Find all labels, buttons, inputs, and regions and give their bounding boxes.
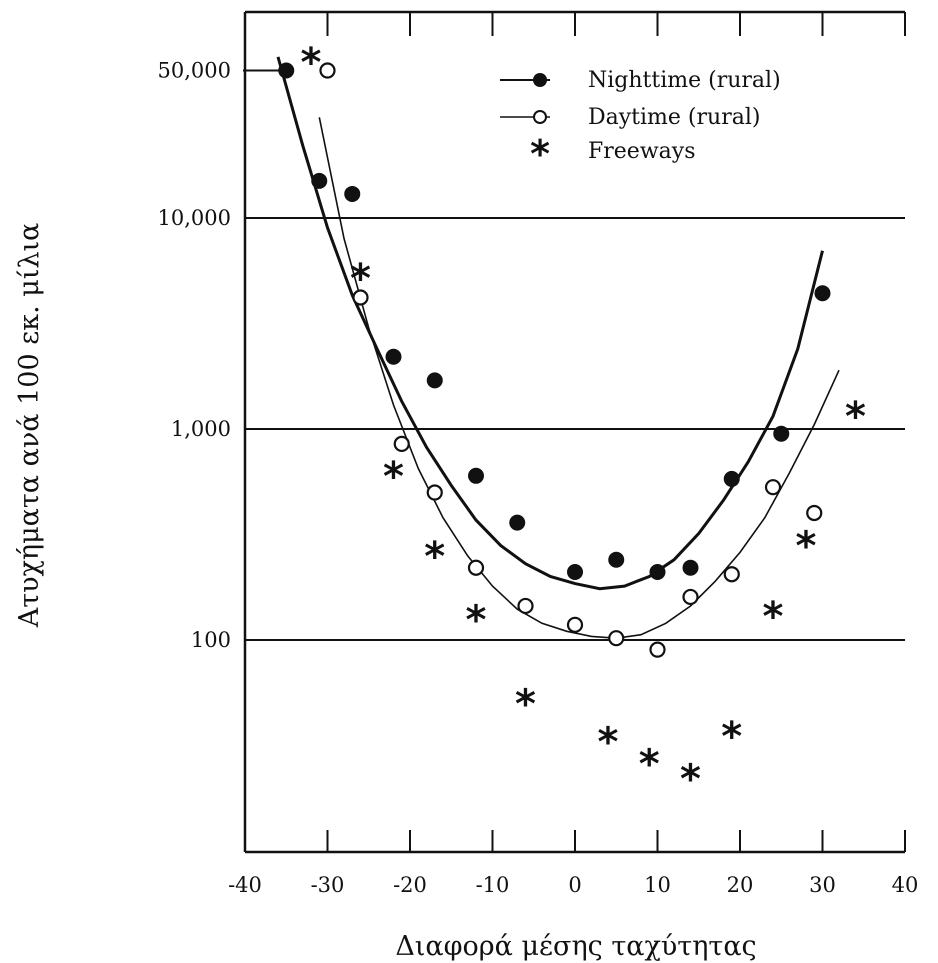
nighttime-point (773, 425, 790, 442)
legend-night-label: Nighttime (rural) (588, 68, 781, 93)
freeway-point: * (639, 741, 660, 787)
freeway-point: * (383, 454, 404, 500)
y-tick-label: 50,000 (158, 59, 231, 83)
nighttime-point (426, 372, 443, 389)
freeway-point: * (350, 256, 371, 302)
data-points: * * * * * * * * * * * * * (278, 40, 866, 803)
daytime-point (566, 616, 584, 633)
y-tick-label: 100 (191, 628, 231, 652)
daytime-point (393, 435, 410, 452)
legend-day-label: Daytime (rural) (588, 105, 760, 130)
daytime-fit-curve (318, 117, 840, 640)
daytime-point (319, 62, 336, 79)
nighttime-point (468, 467, 484, 484)
legend-freeway-marker: * (530, 132, 550, 176)
x-tick-label: 20 (727, 873, 754, 897)
y-tick-label: 10,000 (158, 206, 231, 230)
daytime-point (806, 504, 823, 522)
axis-ticks: 100 1,000 10,000 50,000 -40 -30 -20 -10 0 10 20 30 4… (158, 12, 919, 897)
freeway-point: * (845, 394, 866, 440)
daytime-point (764, 479, 782, 496)
plot-frame (243, 10, 905, 854)
legend-night-marker (533, 73, 547, 87)
nighttime-point (723, 470, 740, 487)
nighttime-point (567, 564, 583, 581)
nighttime-point (385, 348, 402, 365)
daytime-point (517, 597, 534, 615)
x-tick-label: 40 (892, 873, 919, 897)
fit-curves (276, 56, 840, 640)
freeway-point: * (721, 714, 742, 760)
x-axis-title: Διαφορά μέσης ταχύτητας (395, 931, 756, 962)
freeway-point: * (515, 682, 536, 728)
daytime-point (352, 289, 369, 306)
legend-day-marker (533, 110, 547, 124)
daytime-point (608, 630, 625, 647)
daytime-point (467, 559, 485, 576)
freeway-point: * (466, 598, 487, 644)
nighttime-point (278, 62, 295, 79)
freeway-point: * (763, 594, 784, 640)
freeway-point: * (598, 720, 619, 766)
daytime-point (426, 484, 443, 501)
chart-legend: Nighttime (rural) Daytime (rural) * Free… (500, 68, 781, 176)
freeway-point: * (424, 534, 445, 580)
freeway-point: * (680, 757, 701, 803)
x-tick-label: 0 (568, 873, 581, 897)
y-axis-title: Ατυχήματα ανά 100 εκ. μίλια (14, 223, 45, 629)
x-tick-label: 30 (809, 873, 836, 897)
x-tick-label: -20 (393, 873, 427, 897)
x-tick-label: -40 (228, 873, 262, 897)
freeway-point: * (301, 40, 322, 86)
nighttime-point (608, 551, 625, 568)
daytime-point (682, 588, 699, 606)
legend-freeway-label: Freeways (588, 139, 696, 164)
nighttime-point (344, 185, 361, 202)
x-tick-label: -10 (476, 873, 510, 897)
nighttime-point (509, 514, 526, 531)
daytime-point (723, 566, 740, 583)
daytime-point (649, 641, 666, 658)
grid-lines (243, 69, 905, 641)
nighttime-point (311, 172, 328, 189)
nighttime-point (814, 285, 831, 302)
nighttime-point (649, 564, 666, 581)
x-tick-label: -30 (311, 873, 345, 897)
nighttime-fit-curve (276, 56, 824, 591)
freeway-point: * (796, 524, 817, 570)
y-tick-label: 1,000 (171, 417, 231, 441)
nighttime-point (682, 559, 699, 576)
x-tick-label: 10 (644, 873, 671, 897)
